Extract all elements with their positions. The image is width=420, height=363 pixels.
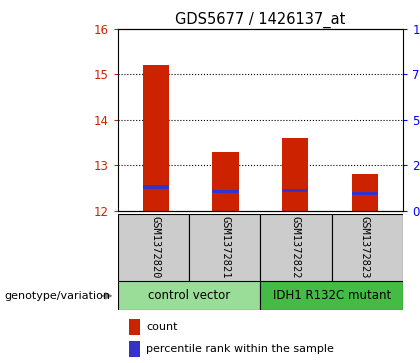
Text: count: count (147, 322, 178, 332)
Bar (352, 174, 378, 211)
Text: GSM1372820: GSM1372820 (151, 216, 161, 279)
Bar (213, 151, 239, 211)
Title: GDS5677 / 1426137_at: GDS5677 / 1426137_at (175, 12, 346, 28)
Text: control vector: control vector (148, 289, 230, 302)
Bar (189, 214, 260, 281)
Text: GSM1372821: GSM1372821 (220, 216, 231, 279)
Text: genotype/variation: genotype/variation (4, 291, 110, 301)
Bar (118, 281, 260, 310)
Bar (282, 138, 308, 211)
Bar (332, 214, 403, 281)
Bar (143, 65, 169, 211)
Text: GSM1372822: GSM1372822 (290, 216, 300, 279)
Bar (129, 319, 140, 335)
Bar (143, 185, 169, 188)
Text: IDH1 R132C mutant: IDH1 R132C mutant (273, 289, 391, 302)
Bar (129, 341, 140, 358)
Bar (118, 214, 189, 281)
Text: GSM1372823: GSM1372823 (360, 216, 370, 279)
Bar (282, 189, 308, 192)
Bar (260, 281, 403, 310)
Bar (213, 190, 239, 193)
Bar (352, 192, 378, 195)
Text: percentile rank within the sample: percentile rank within the sample (147, 344, 334, 354)
Bar (260, 214, 332, 281)
